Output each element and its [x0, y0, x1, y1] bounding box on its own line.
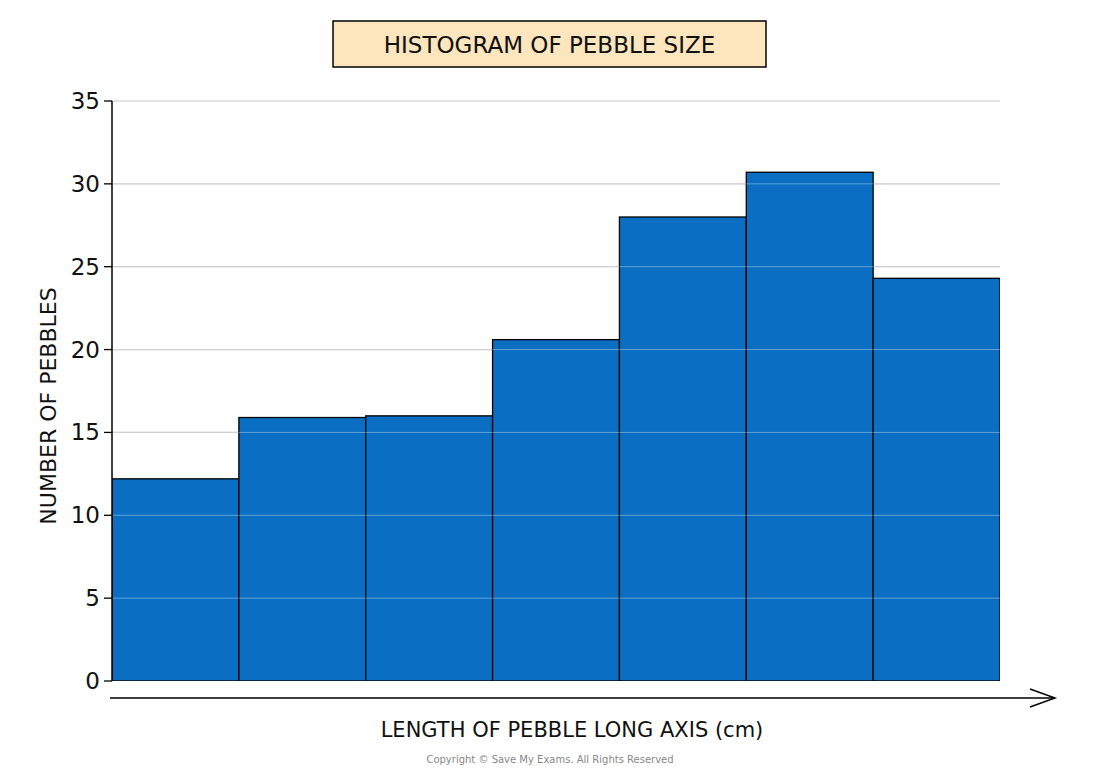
bar	[873, 278, 1000, 681]
y-axis	[111, 101, 113, 681]
y-tick-label: 0	[85, 668, 100, 694]
bar	[112, 479, 239, 681]
bar	[619, 217, 746, 681]
grid-line	[112, 183, 1000, 184]
x-axis-arrow	[1030, 689, 1055, 707]
bar	[493, 340, 620, 681]
y-tick	[104, 183, 112, 184]
title: HISTOGRAM OF PEBBLE SIZE	[384, 32, 716, 58]
x-axis	[110, 697, 1053, 699]
y-tick	[104, 680, 112, 681]
grid-line	[112, 100, 1000, 101]
y-axis-label: NUMBER OF PEBBLES	[36, 287, 61, 524]
grid-line	[112, 266, 1000, 267]
title-box: HISTOGRAM OF PEBBLE SIZE	[333, 21, 766, 67]
y-tick	[104, 597, 112, 598]
grid-line	[112, 598, 1000, 599]
copyright: Copyright © Save My Exams. All Rights Re…	[426, 754, 673, 765]
grid-line	[112, 515, 1000, 516]
y-tick	[104, 515, 112, 516]
y-tick-label: 35	[71, 88, 100, 114]
y-tick-label: 5	[85, 585, 100, 611]
bar	[746, 172, 873, 681]
title-background	[333, 21, 766, 67]
grid-line	[112, 598, 1000, 599]
y-tick	[104, 432, 112, 433]
bar	[239, 418, 366, 681]
y-tick	[104, 100, 112, 101]
x-axis-label: LENGTH OF PEBBLE LONG AXIS (cm)	[381, 718, 764, 742]
grid-line	[112, 349, 1000, 350]
grid-line	[112, 101, 1000, 102]
y-tick-label: 20	[71, 337, 100, 363]
grid-line	[112, 266, 1000, 267]
grid-line	[112, 515, 1000, 516]
grid-line	[112, 432, 1000, 433]
bars	[112, 172, 1000, 681]
y-tick-label: 30	[71, 171, 100, 197]
y-tick-label: 10	[71, 502, 100, 528]
bar	[366, 416, 493, 681]
grid-line	[112, 432, 1000, 433]
y-tick-label: 25	[71, 254, 100, 280]
chart: 0 5 10 15 20 25 30 35 HISTOGRAM OF PEBBLE SIZE NU…	[0, 0, 1100, 779]
grid-line	[112, 183, 1000, 184]
grid-line	[112, 349, 1000, 350]
y-tick-label: 15	[71, 419, 100, 445]
y-tick	[104, 266, 112, 267]
y-tick	[104, 349, 112, 350]
